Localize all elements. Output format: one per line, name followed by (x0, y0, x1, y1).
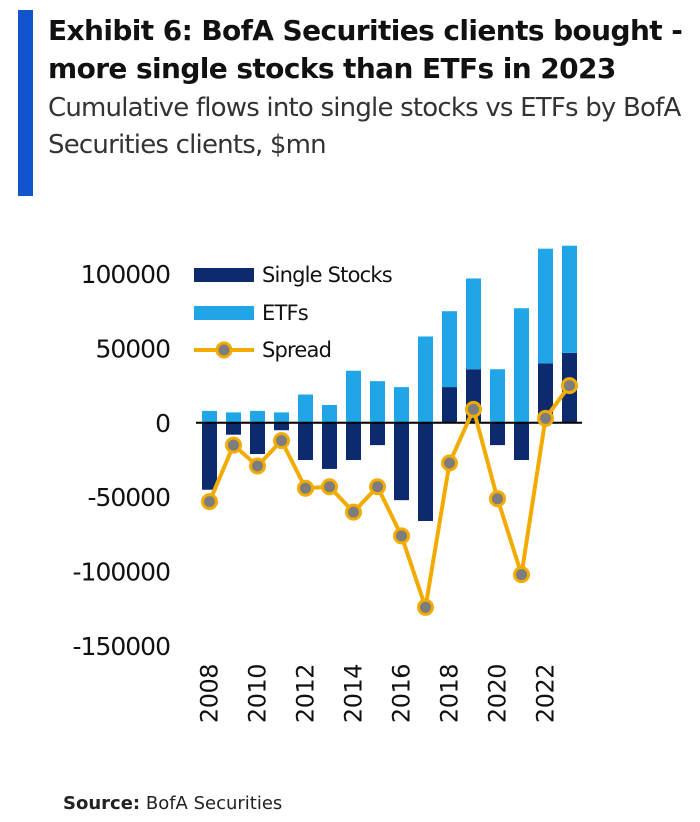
x-tick-label: 2020 (484, 664, 512, 723)
y-tick-label: -150000 (73, 632, 171, 661)
legend-swatch-etfs (194, 306, 254, 320)
spread-line (207, 384, 572, 610)
single-stocks-bar (202, 422, 217, 490)
spread-point (537, 409, 554, 427)
spread-point (345, 503, 362, 521)
spread-point (225, 436, 242, 454)
chart-subtitle: Cumulative flows into single stocks vs E… (48, 93, 681, 160)
spread-point (297, 479, 314, 497)
y-tick-label: 100000 (81, 260, 171, 289)
legend-swatch-single-stocks (194, 268, 254, 282)
spread-point (465, 400, 482, 418)
single-stocks-bar (250, 422, 265, 455)
x-tick-label: 2014 (340, 664, 368, 723)
etfs-bar (562, 245, 577, 353)
spread-point (321, 478, 338, 496)
x-tick-label: 2012 (292, 664, 320, 723)
x-tick-label: 2022 (532, 664, 560, 723)
single-stocks-bar (322, 422, 337, 469)
spread-point (273, 432, 290, 450)
single-stocks-bar (538, 363, 553, 423)
single-stocks-bar (394, 422, 409, 501)
legend-marker-spread (215, 341, 233, 359)
spread-point (417, 598, 434, 616)
spread-point (441, 454, 458, 472)
single-stocks-bar (274, 422, 289, 431)
etfs-bar (202, 410, 217, 423)
etfs-bar (322, 404, 337, 423)
etfs-bar (274, 412, 289, 423)
etfs-bar (298, 394, 313, 423)
y-tick-label: -100000 (73, 558, 171, 587)
spread-point (561, 377, 578, 395)
legend-label: ETFs (262, 301, 308, 325)
source-label: Source: (63, 793, 141, 814)
x-tick-label: 2016 (388, 664, 416, 723)
single-stocks-bar (226, 422, 241, 435)
spread-point (489, 490, 506, 508)
x-tick-label: 2010 (244, 664, 272, 723)
etfs-bar (418, 336, 433, 423)
single-stocks-bar (298, 422, 313, 460)
accent-bar (18, 10, 33, 196)
source-text: BofA Securities (145, 793, 283, 814)
spread-point (249, 457, 266, 475)
etfs-bar (250, 410, 265, 423)
x-tick-label: 2018 (436, 664, 464, 723)
y-tick-label: 50000 (95, 334, 170, 363)
spread-point (369, 478, 386, 496)
header: Exhibit 6: BofA Securities clients bough… (48, 12, 688, 164)
single-stocks-bar (514, 422, 529, 460)
single-stocks-bar (442, 387, 457, 423)
y-tick-label: 0 (155, 409, 170, 438)
etfs-bar (370, 381, 385, 423)
etfs-bar (346, 370, 361, 423)
chart-title: Exhibit 6: BofA Securities clients bough… (48, 14, 683, 85)
single-stocks-bar (418, 422, 433, 522)
etfs-bar (514, 308, 529, 423)
spread-point (393, 527, 410, 545)
single-stocks-bar (370, 422, 385, 446)
y-tick-label: -50000 (87, 483, 170, 512)
flows-chart: 100000 50000 0 -50000 -100000 -150000 2008 2010… (73, 245, 582, 723)
x-tick-label: 2008 (196, 664, 224, 723)
spread-point (201, 493, 218, 511)
etfs-bar (538, 248, 553, 364)
etfs-bar (226, 412, 241, 423)
legend-label: Single Stocks (262, 263, 392, 287)
single-stocks-bar (490, 422, 505, 446)
etfs-bar (466, 278, 481, 370)
single-stocks-bar (346, 422, 361, 460)
etfs-bar (490, 369, 505, 423)
spread-point (513, 566, 530, 584)
etfs-bar (394, 387, 409, 423)
etfs-bar (442, 311, 457, 388)
source-note: Source: BofA Securities (63, 793, 282, 814)
legend-label: Spread (262, 338, 331, 362)
